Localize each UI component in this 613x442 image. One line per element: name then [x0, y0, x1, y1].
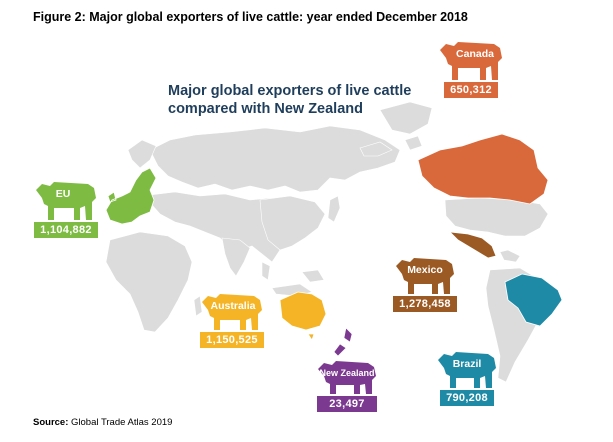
- map-title-line2: compared with New Zealand: [168, 101, 363, 117]
- exporter-name: Australia: [210, 300, 256, 312]
- cow-icon: [438, 352, 496, 388]
- japan-land: [327, 195, 341, 223]
- scandinavia-land: [127, 139, 157, 169]
- exporter-badge-brazil: Brazil 790,208: [434, 350, 500, 406]
- figure-title: Figure 2: Major global exporters of live…: [33, 10, 468, 24]
- cow-icon: [318, 361, 376, 394]
- seasia-land: [261, 261, 325, 297]
- madagascar-land: [193, 295, 203, 317]
- exporter-value: 650,312: [444, 82, 498, 98]
- greenland-land: [379, 101, 433, 135]
- exporter-name: Canada: [456, 48, 494, 60]
- source-note: Source: Global Trade Atlas 2019: [33, 417, 172, 428]
- map-title: Major global exporters of live cattle co…: [168, 82, 411, 118]
- caribbean-land: [499, 249, 521, 263]
- africa-land: [105, 231, 193, 333]
- russia-land: [149, 125, 401, 193]
- exporter-name: New Zealand: [319, 368, 375, 378]
- exporter-badge-canada: Canada 650,312: [436, 40, 506, 98]
- arctic-islands-land: [359, 135, 423, 157]
- brazil-region: [504, 273, 563, 327]
- exporter-badge-australia: Australia 1,150,525: [198, 292, 266, 348]
- exporter-value: 1,278,458: [393, 296, 457, 312]
- exporter-value: 1,104,882: [34, 222, 98, 238]
- cow-icon: [36, 182, 96, 220]
- source-text: Global Trade Atlas 2019: [68, 417, 173, 428]
- india-land: [221, 237, 251, 277]
- exporter-value: 23,497: [317, 396, 377, 412]
- exporter-badge-mexico: Mexico 1,278,458: [392, 256, 458, 312]
- source-label: Source:: [33, 417, 69, 428]
- usa-land: [444, 197, 549, 237]
- australia-region: [279, 291, 327, 341]
- exporter-name: Mexico: [407, 264, 443, 276]
- exporter-value: 1,150,525: [200, 332, 264, 348]
- map-title-line1: Major global exporters of live cattle: [168, 83, 412, 99]
- canada-region: [417, 133, 549, 205]
- mexico-region: [448, 231, 497, 259]
- exporter-value: 790,208: [440, 390, 494, 406]
- exporter-badge-eu: EU 1,104,882: [32, 180, 100, 238]
- exporter-name: Brazil: [452, 358, 482, 370]
- eu-region: [105, 167, 157, 225]
- new-zealand-region: [333, 327, 353, 357]
- exporter-name: EU: [55, 188, 71, 200]
- china-land: [259, 195, 326, 251]
- cow-icon: [202, 294, 262, 330]
- exporter-badge-new-zealand: New Zealand 23,497: [314, 360, 380, 412]
- cow-icon: [396, 258, 454, 294]
- cow-icon: [440, 42, 502, 80]
